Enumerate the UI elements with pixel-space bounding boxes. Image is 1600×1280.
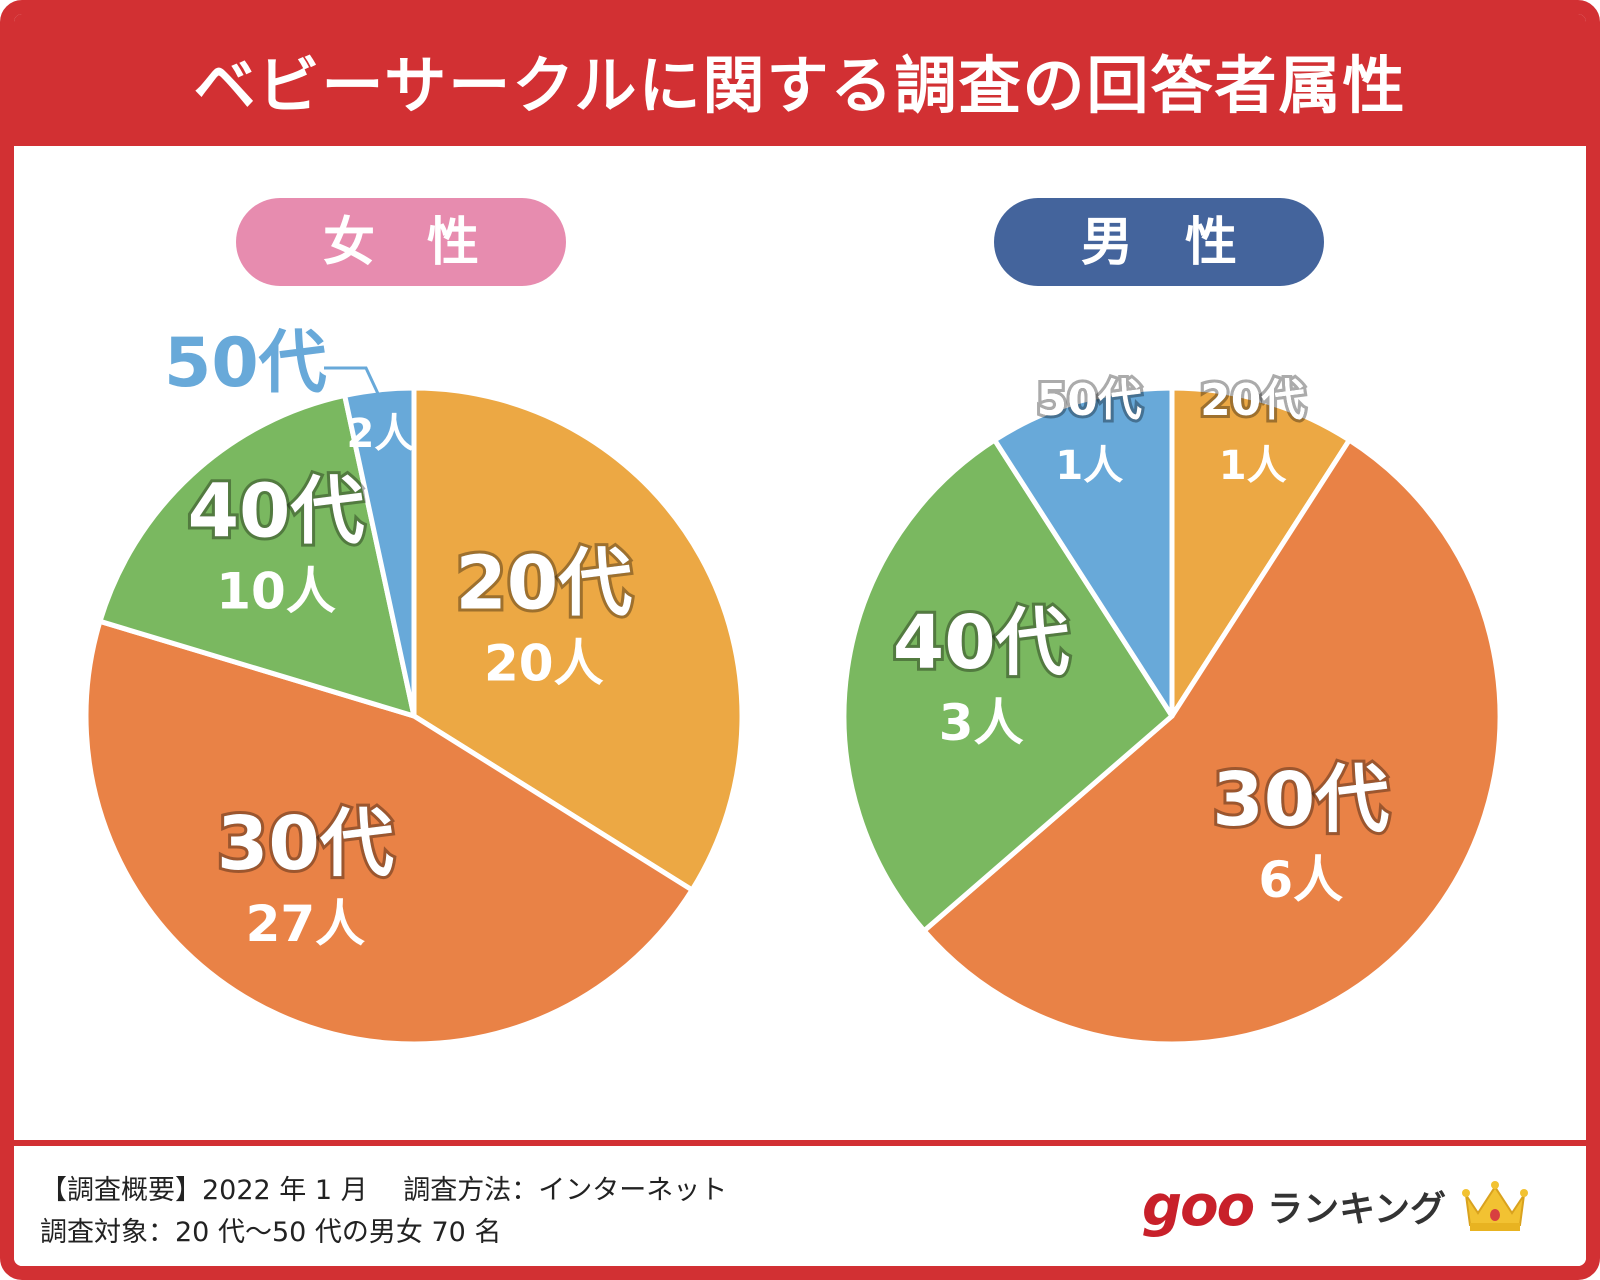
slice-category-label: 40代 (893, 600, 1070, 686)
slice-value-label: 1人 (1219, 443, 1287, 489)
slice-category-label: 50代 (1037, 375, 1142, 426)
chart-title-pill (236, 198, 566, 286)
slice-category-label: 20代 (455, 541, 632, 627)
chart-title: 男 性 (1081, 213, 1237, 273)
page-title: ベビーサークルに関する調査の回答者属性 (193, 49, 1407, 122)
survey-footer: 【調査概要】2022 年 1 月 調査方法：インターネット 調査対象：20 代～… (14, 1140, 1586, 1266)
title-bar: ベビーサークルに関する調査の回答者属性 (14, 14, 1586, 146)
slice-category-label: 30代 (1212, 757, 1389, 843)
slice-value-label: 10人 (216, 563, 336, 621)
pie-slice-50代 (342, 385, 417, 719)
slice-category-label: 40代 (188, 469, 365, 555)
chart-title-pill (994, 198, 1324, 286)
slice-value-label: 6人 (1258, 851, 1343, 909)
slice-value-label: 27人 (246, 895, 366, 953)
slice-value-label: 1人 (1055, 443, 1123, 489)
pie-slice-30代 (83, 618, 695, 1047)
charts-area: 女 性 20代 20人 30代 27人 40代 10人 50代 2人 男 性 20代 1人 30代 6人 4… (83, 198, 1503, 1047)
slice-value-label: 2人 (346, 411, 414, 457)
survey-note-line2: 調査対象：20 代～50 代の男女 70 名 (40, 1217, 502, 1248)
slice-value-label: 20人 (484, 635, 604, 693)
pie-slice-20代 (1169, 385, 1352, 719)
slice-category-label: 50代 (164, 324, 327, 403)
chart-title: 女 性 (323, 213, 479, 273)
goo-ranking-logo: goo ランキング (1142, 1166, 1530, 1246)
slice-value-label: 3人 (939, 694, 1024, 752)
leader-line (324, 366, 382, 399)
slice-category-label: 20代 (1200, 375, 1305, 426)
pie-chart-1: 男 性 20代 1人 30代 6人 40代 3人 50代 1人 (841, 198, 1503, 1047)
pie-slice-40代 (841, 437, 1175, 934)
pie-slice-30代 (921, 437, 1503, 1047)
brand-goo: goo (1142, 1173, 1255, 1239)
pie-slice-50代 (992, 385, 1175, 719)
pie-slice-40代 (97, 392, 417, 719)
slice-category-label: 30代 (217, 801, 394, 887)
crown-icon (1462, 1181, 1528, 1231)
brand-ranking: ランキング (1267, 1189, 1446, 1230)
pie-chart-0: 女 性 20代 20人 30代 27人 40代 10人 50代 2人 (83, 198, 745, 1047)
survey-note-line1: 【調査概要】2022 年 1 月 調査方法：インターネット (40, 1175, 728, 1206)
